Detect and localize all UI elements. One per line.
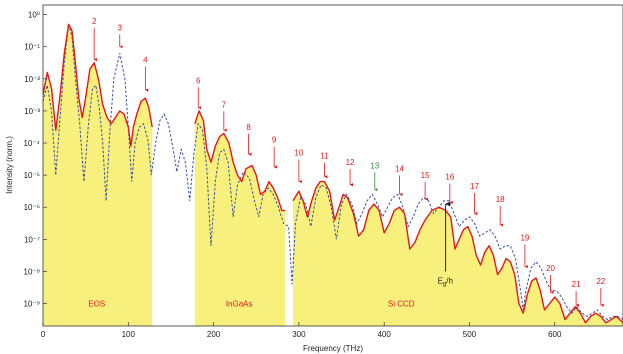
fill-layer — [43, 24, 623, 326]
peak-annotations: 2 3 4 6 7 8 9 10 11 12 13 14 15 16 17 18 19 20 21 22 — [92, 17, 606, 307]
series-blue-line — [43, 24, 623, 321]
y-tick-label: 10⁻⁶ — [24, 203, 40, 212]
region-label: EOS — [88, 300, 105, 309]
series-red-line — [43, 23, 623, 324]
peak-label: 12 — [346, 158, 355, 167]
peak-label: 16 — [445, 173, 454, 182]
peak-label: 9 — [272, 136, 277, 145]
x-axis-title: Frequency (THz) — [303, 344, 363, 353]
x-axis-ticks: 0 100 200 300 400 500 600 — [41, 322, 562, 339]
x-tick-label: 500 — [463, 330, 477, 339]
x-tick-label: 100 — [122, 330, 136, 339]
peak-label: 7 — [222, 100, 227, 109]
y-tick-label: 10⁻¹ — [24, 43, 40, 52]
y-axis-ticks: 10⁰ 10⁻¹ 10⁻² 10⁻³ 10⁻⁴ 10⁻⁵ 10⁻⁶ 10⁻⁷ 10⁻⁸ 10⁻⁹ — [23, 11, 47, 309]
x-tick-label: 300 — [292, 330, 306, 339]
y-tick-label: 10⁻⁸ — [24, 267, 41, 276]
peak-label: 8 — [246, 123, 251, 132]
peak-label: 3 — [118, 23, 123, 32]
peak-label: 15 — [421, 171, 430, 180]
peak-label: 6 — [196, 76, 201, 85]
peak-label: 10 — [294, 148, 303, 157]
x-tick-label: 0 — [41, 330, 46, 339]
eg-annotation: Eg/h — [438, 201, 453, 287]
series-red-layer — [43, 23, 623, 324]
peak-label: 21 — [572, 280, 581, 289]
y-tick-label: 10⁰ — [28, 11, 40, 20]
peak-label: 18 — [496, 195, 505, 204]
x-tick-label: 400 — [377, 330, 391, 339]
peak-label: 4 — [143, 55, 148, 64]
region-label: Si CCD — [388, 300, 415, 309]
y-tick-label: 10⁻² — [24, 75, 40, 84]
region-label: InGaAs — [226, 300, 253, 309]
y-tick-label: 10⁻⁷ — [24, 235, 40, 244]
fill-segment-3 — [292, 181, 623, 326]
peak-label: 2 — [92, 17, 97, 26]
x-tick-label: 200 — [207, 330, 221, 339]
peak-label: 14 — [395, 165, 404, 174]
region-labels: EOS InGaAs Si CCD — [88, 300, 415, 309]
peak-label: 22 — [596, 277, 605, 286]
y-tick-label: 10⁻⁴ — [23, 139, 40, 148]
y-tick-label: 10⁻⁵ — [24, 171, 40, 180]
x-tick-label: 600 — [548, 330, 562, 339]
y-tick-label: 10⁻⁹ — [23, 300, 40, 309]
fill-segment-1 — [43, 24, 153, 326]
eg-label: Eg/h — [438, 276, 453, 287]
y-axis-title: Intensity (norm.) — [5, 136, 14, 194]
peak-label: 19 — [520, 234, 529, 243]
series-blue-layer — [43, 24, 623, 321]
peak-label: 20 — [546, 264, 555, 273]
peak-label: 13 — [370, 161, 379, 170]
y-tick-label: 10⁻³ — [24, 107, 40, 116]
plot-frame — [42, 4, 623, 327]
peak-label: 17 — [470, 182, 479, 191]
peak-label: 11 — [320, 152, 329, 161]
